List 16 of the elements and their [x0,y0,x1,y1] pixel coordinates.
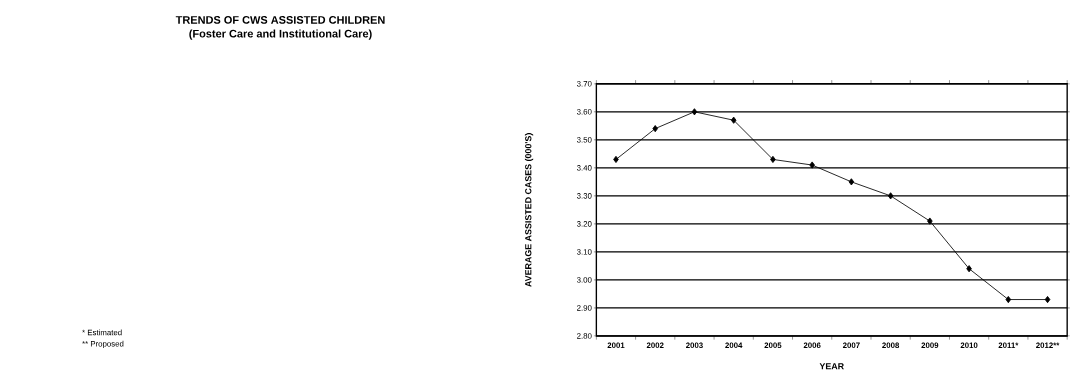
point [887,192,894,200]
point [848,178,855,186]
point [966,265,972,273]
point [613,155,619,163]
y-axis-title: AVERAGE ASSISTED CASES (000'S) [524,133,534,287]
point [730,116,737,124]
text: TRENDS OF CWS ASSISTED CHILDREN [175,16,385,24]
text: (Foster Care and Institutional Care) [189,29,372,40]
point [652,125,658,133]
point [809,161,815,169]
point [691,108,698,116]
point [1005,295,1012,304]
x-axis-title: YEAR [819,363,844,370]
point [1044,295,1051,304]
point [927,217,933,225]
point [770,155,776,163]
